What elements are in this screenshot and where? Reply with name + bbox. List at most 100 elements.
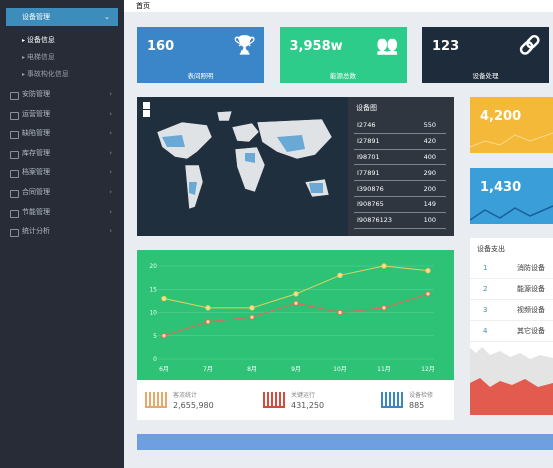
y-tick-label: 15 bbox=[149, 286, 157, 293]
x-tick-label: 10月 bbox=[333, 366, 347, 373]
table-cell: 100 bbox=[410, 212, 446, 229]
table-cell: I390876 bbox=[354, 180, 411, 197]
footer-bar bbox=[137, 434, 553, 450]
expense-name: 消防设备 bbox=[517, 264, 545, 272]
table-cell: I98701 bbox=[354, 149, 411, 166]
data-point bbox=[425, 291, 431, 297]
map-table-panel: 设备图 I2746 550 I27891 420 I98701 400 I77891 290 I… bbox=[348, 97, 454, 236]
data-point bbox=[337, 309, 343, 316]
data-point bbox=[205, 305, 211, 311]
table-cell: 200 bbox=[410, 180, 446, 197]
data-point bbox=[161, 333, 167, 339]
breadcrumb[interactable]: 首页 bbox=[136, 2, 150, 10]
side-card-value: 4,200 bbox=[480, 109, 522, 124]
side-card-value: 1,430 bbox=[480, 180, 522, 195]
stat-label: 关键运行 bbox=[291, 392, 316, 399]
table-cell: 400 bbox=[410, 149, 446, 166]
data-point bbox=[249, 314, 255, 320]
menu-active[interactable]: 设备管理 ⌄ bbox=[6, 8, 118, 26]
table-cell: 290 bbox=[410, 164, 446, 182]
table-row: I98701 400 bbox=[354, 149, 446, 166]
stat-icon bbox=[263, 392, 285, 408]
expense-row: 4 其它设备 bbox=[470, 321, 553, 342]
expense-rank: 2 bbox=[483, 285, 488, 293]
stats-bar: 客流统计 2,655,980 关键运行 431,250 设备检修 885 bbox=[137, 380, 454, 420]
x-tick-label: 8月 bbox=[247, 366, 257, 373]
map-table: I2746 550 I27891 420 I98701 400 I77891 290 I3908… bbox=[354, 118, 446, 229]
data-point bbox=[161, 295, 167, 302]
world-map bbox=[143, 102, 333, 210]
menu-item[interactable]: 合同管理 bbox=[0, 183, 124, 203]
stat-item: 设备检修 885 bbox=[381, 388, 491, 414]
stat-card: 160 表间照明 🏆 bbox=[137, 27, 264, 83]
chart-panel: 0 5 10 15 20 6月 7月 8月 9月 10月 11月 12月 bbox=[137, 250, 454, 380]
menu-item[interactable]: 运营管理 bbox=[0, 105, 124, 125]
card-value: 160 bbox=[147, 39, 175, 54]
x-tick-label: 7月 bbox=[203, 366, 213, 373]
card-icon: 👥 bbox=[376, 35, 399, 56]
expense-name: 其它设备 bbox=[517, 327, 545, 335]
data-point bbox=[249, 305, 255, 311]
expense-row: 3 视频设备 bbox=[470, 300, 553, 321]
data-point bbox=[205, 319, 211, 325]
table-cell: I2746 bbox=[354, 118, 411, 134]
table-cell: I908765 bbox=[354, 196, 411, 213]
stat-card: 123 设备处理 🔗 bbox=[422, 27, 549, 83]
submenu-item[interactable]: 设备信息 bbox=[0, 32, 124, 49]
menu-item[interactable]: 缺陷管理 bbox=[0, 124, 124, 144]
table-row: I390876 200 bbox=[354, 180, 446, 197]
y-tick-label: 0 bbox=[153, 356, 157, 363]
menu-item[interactable]: 统计分析 bbox=[0, 222, 124, 242]
table-row: I2746 550 bbox=[354, 118, 446, 134]
table-row: I908765 149 bbox=[354, 196, 446, 213]
card-icon: 🔗 bbox=[518, 35, 541, 56]
card-label: 表间照明 bbox=[187, 72, 214, 80]
stat-item: 关键运行 431,250 bbox=[263, 388, 373, 414]
table-cell: I77891 bbox=[354, 164, 411, 182]
x-tick-label: 6月 bbox=[159, 366, 169, 373]
card-label: 能源总数 bbox=[330, 72, 356, 80]
expense-panel: 设备支出 1 消防设备 2 能源设备 3 视频设备 4 其它设备 bbox=[470, 238, 553, 415]
x-tick-label: 11月 bbox=[377, 366, 391, 373]
data-point bbox=[293, 291, 299, 297]
table-row: I90876123 100 bbox=[354, 212, 446, 229]
menu-item[interactable]: 安防管理 bbox=[0, 85, 124, 105]
data-point bbox=[381, 263, 387, 269]
stat-icon bbox=[381, 392, 403, 408]
y-tick-label: 20 bbox=[149, 263, 157, 270]
expense-name: 视频设备 bbox=[517, 306, 545, 314]
expense-rank: 1 bbox=[483, 264, 488, 272]
submenu-item[interactable]: 电梯信息 bbox=[0, 49, 124, 66]
data-point bbox=[381, 305, 387, 311]
expense-row: 2 能源设备 bbox=[470, 279, 553, 300]
topbar: 首页 bbox=[124, 0, 553, 12]
data-point bbox=[337, 272, 343, 278]
menu-item[interactable]: 库存管理 bbox=[0, 144, 124, 164]
stat-value: 885 bbox=[409, 401, 425, 410]
x-tick-label: 9月 bbox=[291, 366, 301, 373]
menu-item[interactable]: 档案管理 bbox=[0, 163, 124, 183]
side-card: 4,200 bbox=[470, 97, 553, 153]
stat-value: 431,250 bbox=[291, 401, 325, 410]
menu-item[interactable]: 节能管理 bbox=[0, 203, 124, 223]
card-value: 123 bbox=[432, 39, 460, 54]
card-value: 3,958w bbox=[289, 39, 343, 54]
table-cell: 420 bbox=[410, 133, 446, 150]
map bbox=[137, 97, 348, 236]
stat-label: 设备检修 bbox=[409, 392, 434, 399]
stat-item: 客流统计 2,655,980 bbox=[145, 388, 255, 414]
expense-title: 设备支出 bbox=[477, 245, 505, 253]
table-cell: 550 bbox=[410, 118, 446, 134]
x-tick-label: 12月 bbox=[421, 366, 435, 373]
table-cell: 149 bbox=[410, 196, 446, 213]
submenu-item[interactable]: 事故构化信息 bbox=[0, 66, 124, 83]
stat-icon bbox=[145, 392, 167, 408]
expense-name: 能源设备 bbox=[517, 285, 545, 293]
expense-rank: 4 bbox=[483, 327, 488, 335]
series-line bbox=[163, 293, 429, 337]
stat-value: 2,655,980 bbox=[173, 401, 214, 410]
stat-label: 客流统计 bbox=[173, 392, 198, 399]
line-chart: 0 5 10 15 20 6月 7月 8月 9月 10月 11月 12月 bbox=[149, 263, 435, 373]
sidebar: 设备管理⌄ 设备信息电梯信息事故构化信息安防管理运营管理缺陷管理库存管理档案管理… bbox=[0, 0, 124, 468]
